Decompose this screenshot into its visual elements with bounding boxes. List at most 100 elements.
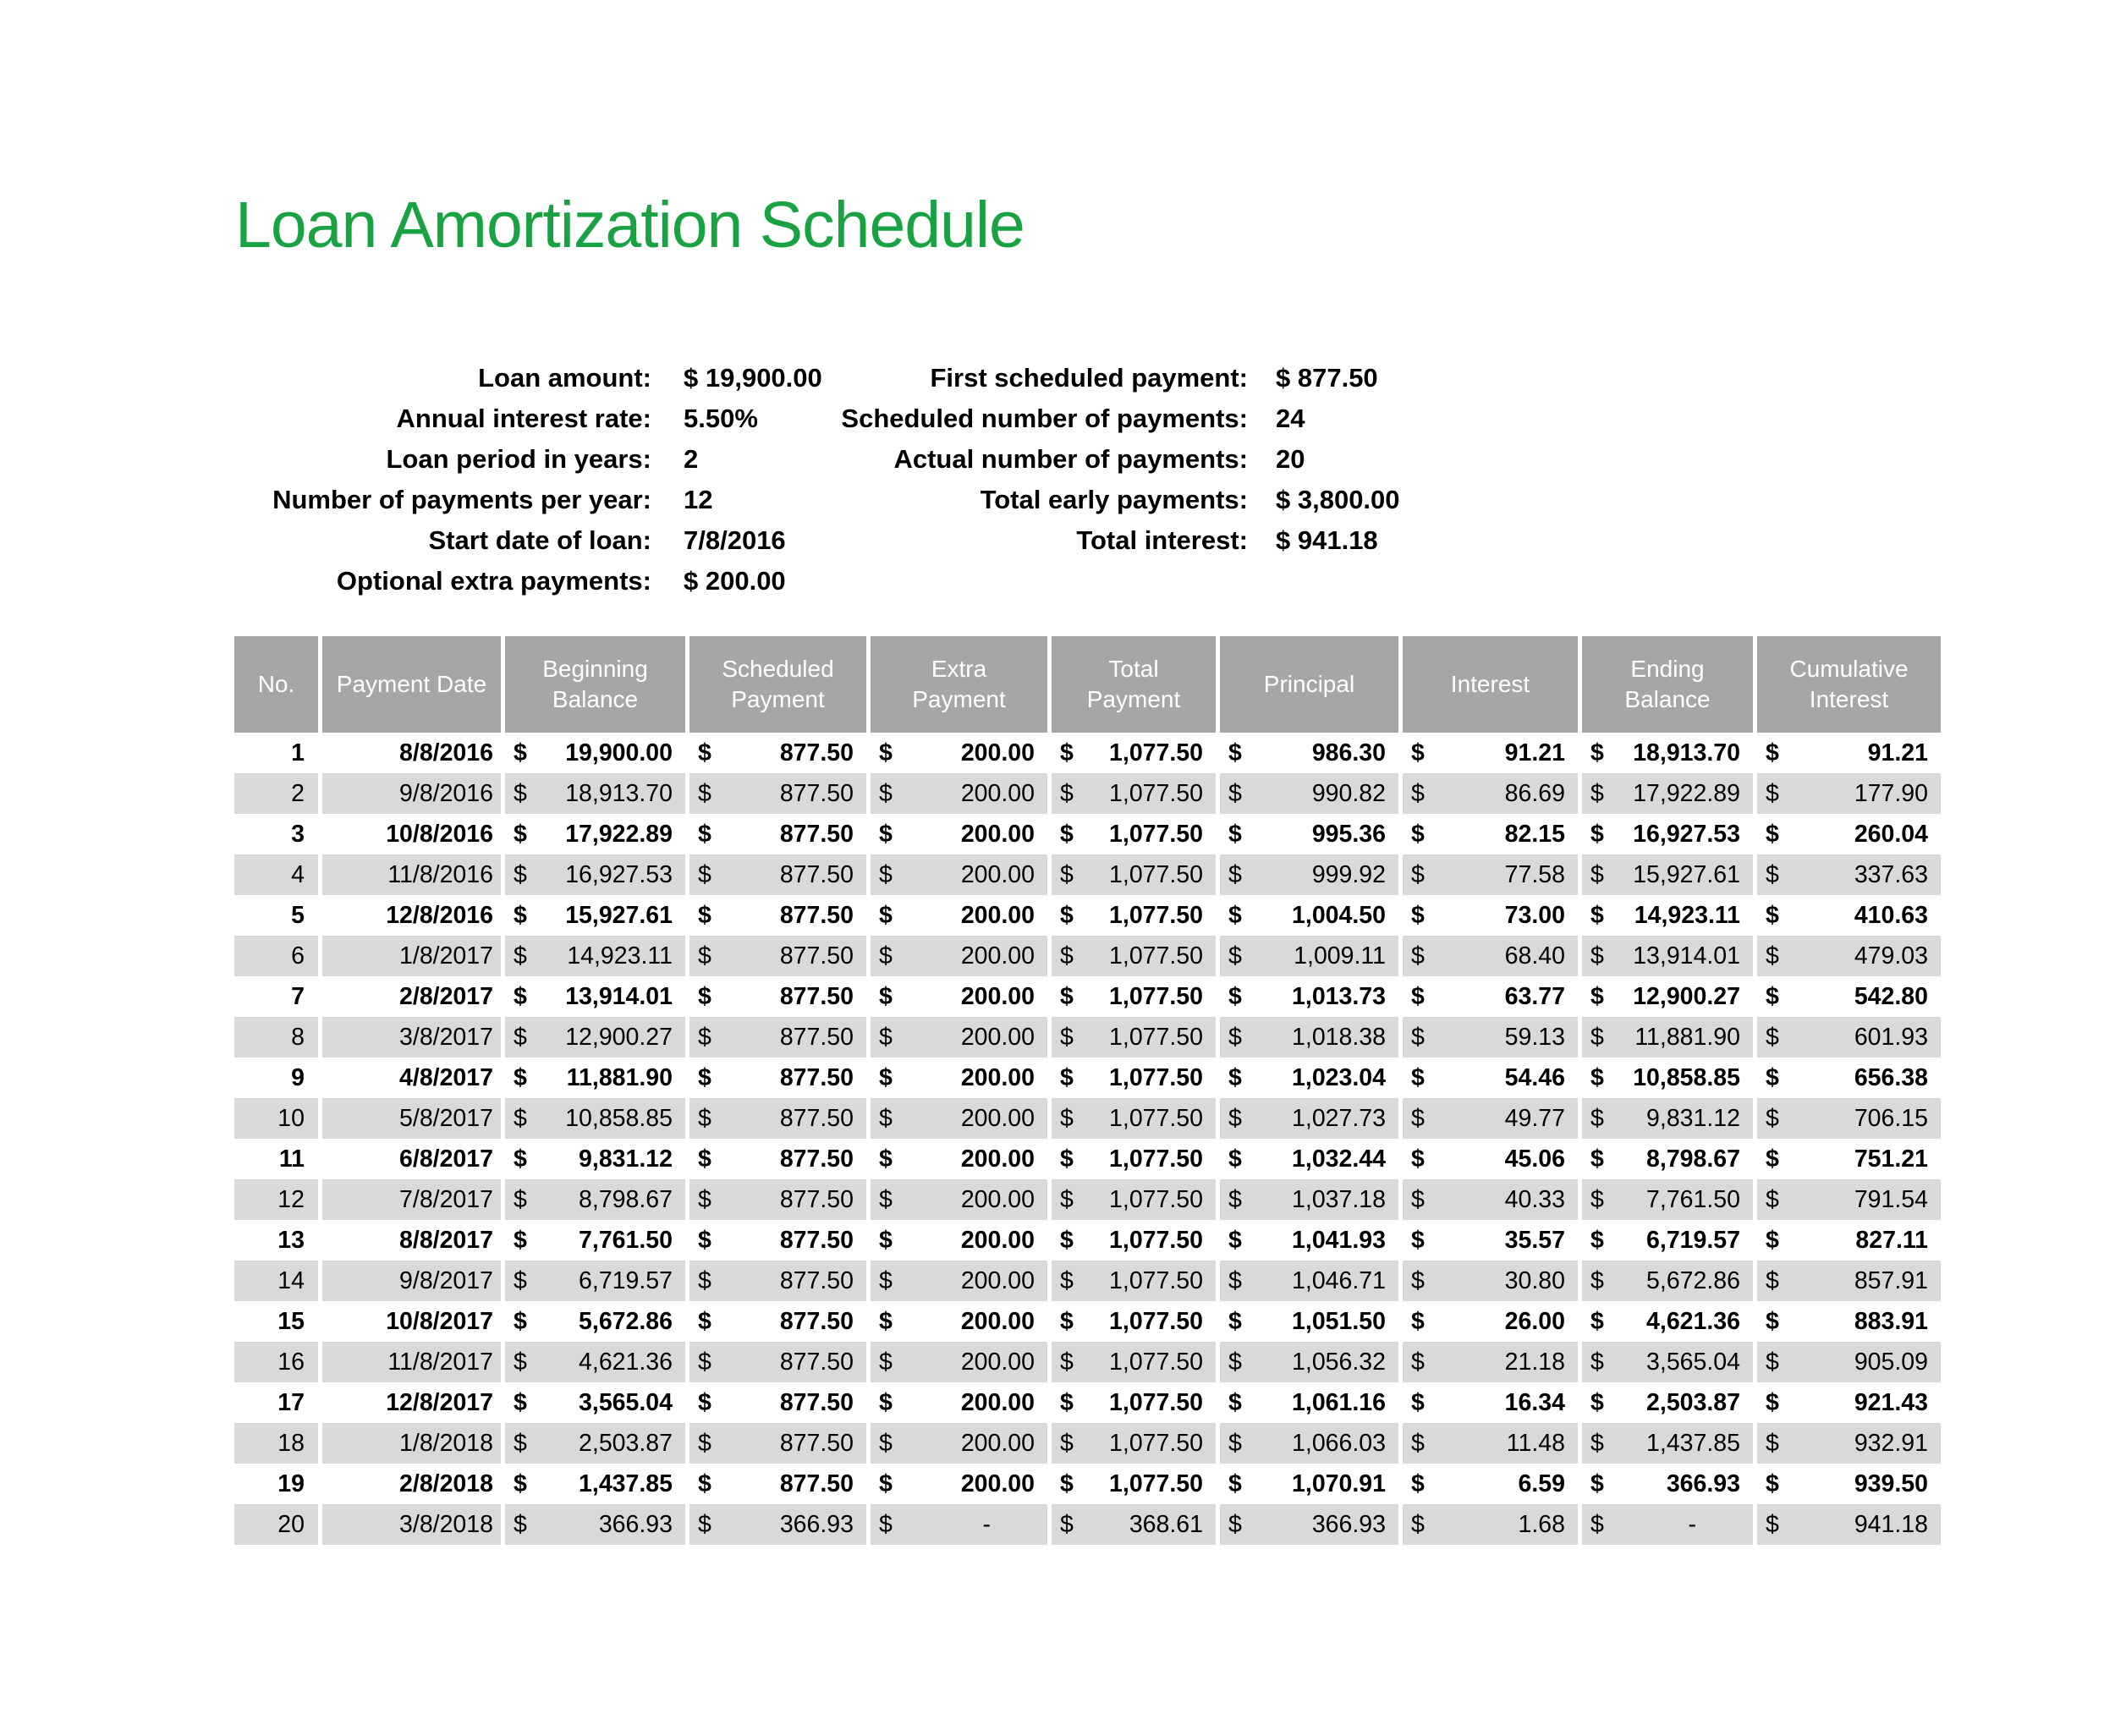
amount-value: 601.93 [1854,1023,1928,1051]
money-cell: $877.50 [689,1267,866,1295]
money-cell: $877.50 [689,739,866,767]
money-cell: $656.38 [1757,1064,1941,1092]
money-cell: $40.33 [1403,1186,1578,1214]
money-cell: $905.09 [1757,1349,1941,1376]
money-cell: $260.04 [1757,821,1941,849]
table-row: 17 12/8/2017 $3,565.04 $877.50 $200.00 $1,077… [234,1382,1941,1423]
money-cell: $921.43 [1757,1389,1941,1417]
cell-scheduled-payment: $366.93 [689,1504,871,1545]
cell-scheduled-payment: $877.50 [689,1464,871,1504]
money-cell: $200.00 [871,942,1047,970]
currency-symbol: $ [1228,1023,1242,1051]
currency-symbol: $ [1060,1348,1074,1376]
cell-date: 3/8/2018 [322,1504,505,1545]
table-row: 16 11/8/2017 $4,621.36 $877.50 $200.00 $1,077… [234,1342,1941,1382]
money-cell: $9,831.12 [505,1145,685,1173]
amount-value: - [982,1510,992,1538]
money-cell: $542.80 [1757,983,1941,1011]
money-cell: $941.18 [1757,1511,1941,1539]
money-cell: $11,881.90 [505,1064,685,1092]
currency-symbol: $ [1590,982,1604,1010]
cell-date: 3/8/2017 [322,1017,505,1058]
amount-value: 877.50 [779,1226,854,1254]
currency-symbol: $ [698,942,711,970]
currency-symbol: $ [1228,1510,1242,1538]
money-cell: $877.50 [689,1430,866,1458]
cell-ending-balance: $2,503.87 [1582,1382,1757,1423]
amount-value: 12,900.27 [565,1023,673,1051]
amount-value: 877.50 [779,942,854,970]
cell-scheduled-payment: $877.50 [689,814,871,854]
money-cell: $200.00 [871,902,1047,930]
money-cell: $877.50 [689,1024,866,1052]
cell-date: 2/8/2017 [322,976,505,1017]
currency-symbol: $ [1060,820,1074,848]
currency-symbol: $ [698,1348,711,1376]
money-cell: $368.61 [1052,1511,1216,1539]
currency-symbol: $ [514,1388,527,1416]
currency-symbol: $ [879,942,893,970]
cell-interest: $86.69 [1403,773,1582,814]
amount-value: 1,070.91 [1292,1470,1386,1497]
amount-value: 877.50 [779,1388,854,1416]
cell-no: 11 [234,1139,322,1179]
money-cell: $791.54 [1757,1186,1941,1214]
amount-value: 986.30 [1311,739,1386,766]
cell-beginning-balance: $9,831.12 [505,1139,689,1179]
amount-value: 200.00 [960,820,1035,848]
currency-symbol: $ [1228,1266,1242,1294]
money-cell: $1,077.50 [1052,821,1216,849]
money-cell: $177.90 [1757,780,1941,808]
cell-no: 19 [234,1464,322,1504]
summary-label: Loan amount: [478,363,651,393]
amount-value: 45.06 [1504,1145,1565,1173]
currency-symbol: $ [1590,942,1604,970]
table-row: 5 12/8/2016 $15,927.61 $877.50 $200.00 $1,077… [234,895,1941,936]
cell-date: 9/8/2017 [322,1261,505,1301]
amount-value: 5,672.86 [579,1307,673,1335]
currency-symbol: $ [1060,739,1074,766]
currency-symbol: $ [1590,820,1604,848]
amount-value: 939.50 [1854,1470,1928,1497]
col-label: Total Payment [1086,656,1181,712]
col-extra-payment: Extra Payment [871,636,1052,733]
amount-value: 10,858.85 [1633,1063,1740,1091]
cell-interest: $16.34 [1403,1382,1582,1423]
cell-interest: $77.58 [1403,854,1582,895]
money-cell: $366.93 [1220,1511,1398,1539]
money-cell: $857.91 [1757,1267,1941,1295]
summary-value: 20 [1276,444,1305,474]
amount-value: 1,077.50 [1109,820,1203,848]
summary-row: Total interest: $ 941.18 [0,520,2115,561]
money-cell: $11.48 [1403,1430,1578,1458]
currency-symbol: $ [1590,1063,1604,1091]
money-cell: $366.93 [1582,1470,1753,1498]
summary-left-block: Loan amount: $ 19,900.00 Annual interest r… [0,358,2115,602]
table-row: 6 1/8/2017 $14,923.11 $877.50 $200.00 $1,077.… [234,936,1941,976]
cell-interest: $30.80 [1403,1261,1582,1301]
amount-value: 26.00 [1504,1307,1565,1335]
summary-row: First scheduled payment: $ 877.50 [0,358,2115,398]
amount-value: 200.00 [960,901,1035,929]
money-cell: $14,923.11 [1582,902,1753,930]
amount-value: 999.92 [1311,860,1386,888]
summary-row: Actual number of payments: 20 [0,439,2115,480]
summary-label: First scheduled payment: [930,363,1248,393]
cell-beginning-balance: $13,914.01 [505,976,689,1017]
amount-value: 1,077.50 [1109,1348,1203,1376]
currency-symbol: $ [1766,1470,1779,1497]
currency-symbol: $ [514,1063,527,1091]
summary-label: Loan period in years: [386,444,651,474]
amount-value: 18,913.70 [1633,739,1740,766]
currency-symbol: $ [879,1104,893,1132]
cell-cumulative-interest: $791.54 [1757,1179,1941,1220]
amount-value: 91.21 [1504,739,1565,766]
amount-value: 1,032.44 [1292,1145,1386,1173]
amount-value: 1,061.16 [1292,1388,1386,1416]
currency-symbol: $ [1590,1145,1604,1173]
amount-value: 1,077.50 [1109,1429,1203,1457]
amount-value: 1,037.18 [1292,1185,1386,1213]
currency-symbol: $ [514,942,527,970]
currency-symbol: $ [1590,1470,1604,1497]
cell-cumulative-interest: $941.18 [1757,1504,1941,1545]
